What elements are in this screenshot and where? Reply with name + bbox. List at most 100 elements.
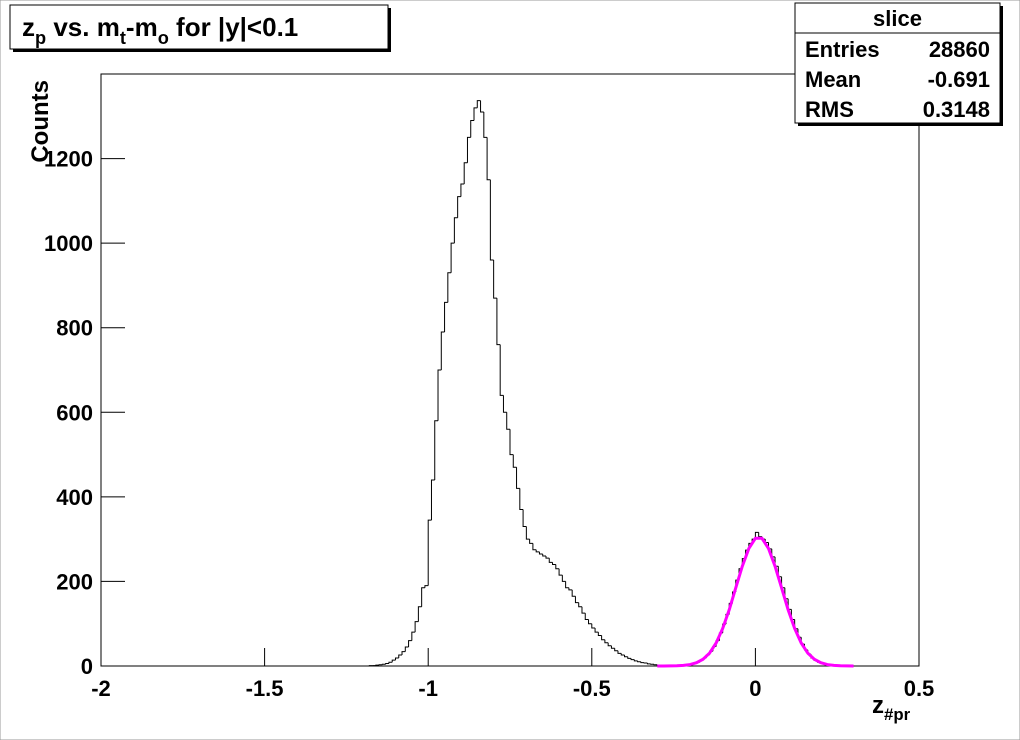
histogram-bin (470, 120, 475, 138)
x-axis-label-part: z (872, 692, 884, 719)
histogram-bin (624, 655, 628, 658)
histogram-bin (509, 429, 514, 456)
histogram-bin (561, 575, 566, 582)
title-box (9, 4, 389, 50)
histogram-bin (555, 564, 560, 570)
histogram-bin (627, 656, 632, 659)
histogram-bin (545, 556, 550, 559)
histogram-bin (637, 660, 641, 663)
histogram-bin (601, 635, 605, 641)
stats-box (794, 2, 1001, 124)
x-tick-label: -1.5 (246, 676, 284, 701)
x-axis-label: z#pr (872, 692, 911, 724)
y-tick-label: 1000 (44, 231, 93, 256)
chart-title-part: -m (126, 12, 158, 42)
histogram-bin (414, 621, 419, 633)
histogram-bin (525, 526, 530, 540)
histogram-bin (460, 183, 465, 197)
histogram-bin (581, 606, 586, 614)
histogram-bin (506, 412, 510, 430)
histogram-bin (388, 661, 393, 664)
histogram-bin (493, 260, 497, 299)
histogram-bin (457, 196, 461, 218)
histogram-bin (640, 661, 645, 664)
stats-label: Entries (805, 37, 880, 62)
histogram-bin (558, 568, 563, 576)
stats-label: RMS (805, 97, 854, 122)
histogram-bin (516, 467, 520, 489)
histogram-bin (480, 100, 484, 113)
histogram-bin (617, 650, 622, 654)
histogram-bin (588, 619, 592, 625)
chart-title-part: o (158, 28, 169, 48)
histogram-bin (568, 587, 573, 591)
y-tick-label: 200 (56, 569, 93, 594)
histogram-bin (427, 519, 432, 586)
histogram-bin (411, 631, 416, 641)
x-tick-label: -2 (91, 676, 111, 701)
stats-value: 0.3148 (923, 97, 990, 122)
histogram-bin (591, 623, 596, 629)
y-tick-label: 400 (56, 485, 93, 510)
histogram-bin (604, 639, 609, 644)
chart-title-part: vs. m (46, 12, 120, 42)
histogram-bin (434, 420, 439, 480)
histogram-bin (489, 179, 494, 261)
histogram-bin (512, 454, 517, 468)
histogram-bin (401, 651, 406, 656)
histogram-bin (542, 553, 546, 557)
histogram-bin (463, 162, 468, 184)
x-tick-label: -0.5 (573, 676, 611, 701)
histogram-bin (574, 596, 579, 604)
histogram-bin (594, 627, 599, 633)
histogram-bin (421, 587, 425, 607)
histogram-bin (417, 606, 422, 622)
histogram-bin (424, 585, 429, 588)
histogram-bin (408, 640, 412, 647)
histogram-bin (571, 589, 576, 597)
y-axis-label: Counts (27, 80, 54, 163)
y-tick-label: 1200 (44, 147, 93, 172)
histogram-bin (476, 100, 481, 108)
histogram-bin (499, 344, 504, 396)
x-tick-label: -1 (418, 676, 438, 701)
histogram-bin (486, 137, 491, 181)
histogram-bin (758, 532, 762, 538)
histogram-bin (620, 653, 625, 656)
plot-frame (100, 73, 920, 667)
histogram-bin (646, 663, 651, 665)
histogram-bin (496, 298, 501, 346)
histogram-bin (538, 551, 543, 555)
chart-title-part: p (35, 28, 46, 48)
histogram-bin (404, 646, 409, 652)
stats-value: -0.691 (928, 67, 990, 92)
histogram-bin (437, 369, 442, 421)
histogram-bin (607, 642, 612, 647)
y-tick-label: 0 (81, 654, 93, 679)
histogram-bin (483, 112, 488, 138)
histogram-bin (565, 581, 569, 589)
histogram-bin (430, 479, 435, 521)
chart-title: zp vs. mt-mo for |y|<0.1 (22, 12, 298, 48)
histogram-bin (597, 632, 602, 637)
stats-value: 28860 (929, 37, 990, 62)
stats-title: slice (873, 6, 922, 31)
histogram-bin (447, 272, 452, 303)
histogram-bin (630, 658, 635, 661)
histogram-bin (502, 395, 507, 413)
histogram-bin (610, 645, 615, 649)
histogram-bin (391, 659, 396, 663)
histogram-bin (398, 654, 403, 658)
histogram-bin (394, 657, 399, 661)
stats-label: Mean (805, 67, 861, 92)
histogram-bin (584, 613, 589, 620)
histogram-bin (385, 662, 389, 665)
x-tick-label: 0.5 (904, 676, 935, 701)
histogram-bin (522, 509, 527, 527)
histogram-bin (532, 543, 537, 551)
y-tick-label: 600 (56, 400, 93, 425)
chart-title-part: z (22, 12, 35, 42)
histogram-bin (535, 549, 540, 553)
histogram-bin (519, 488, 524, 511)
